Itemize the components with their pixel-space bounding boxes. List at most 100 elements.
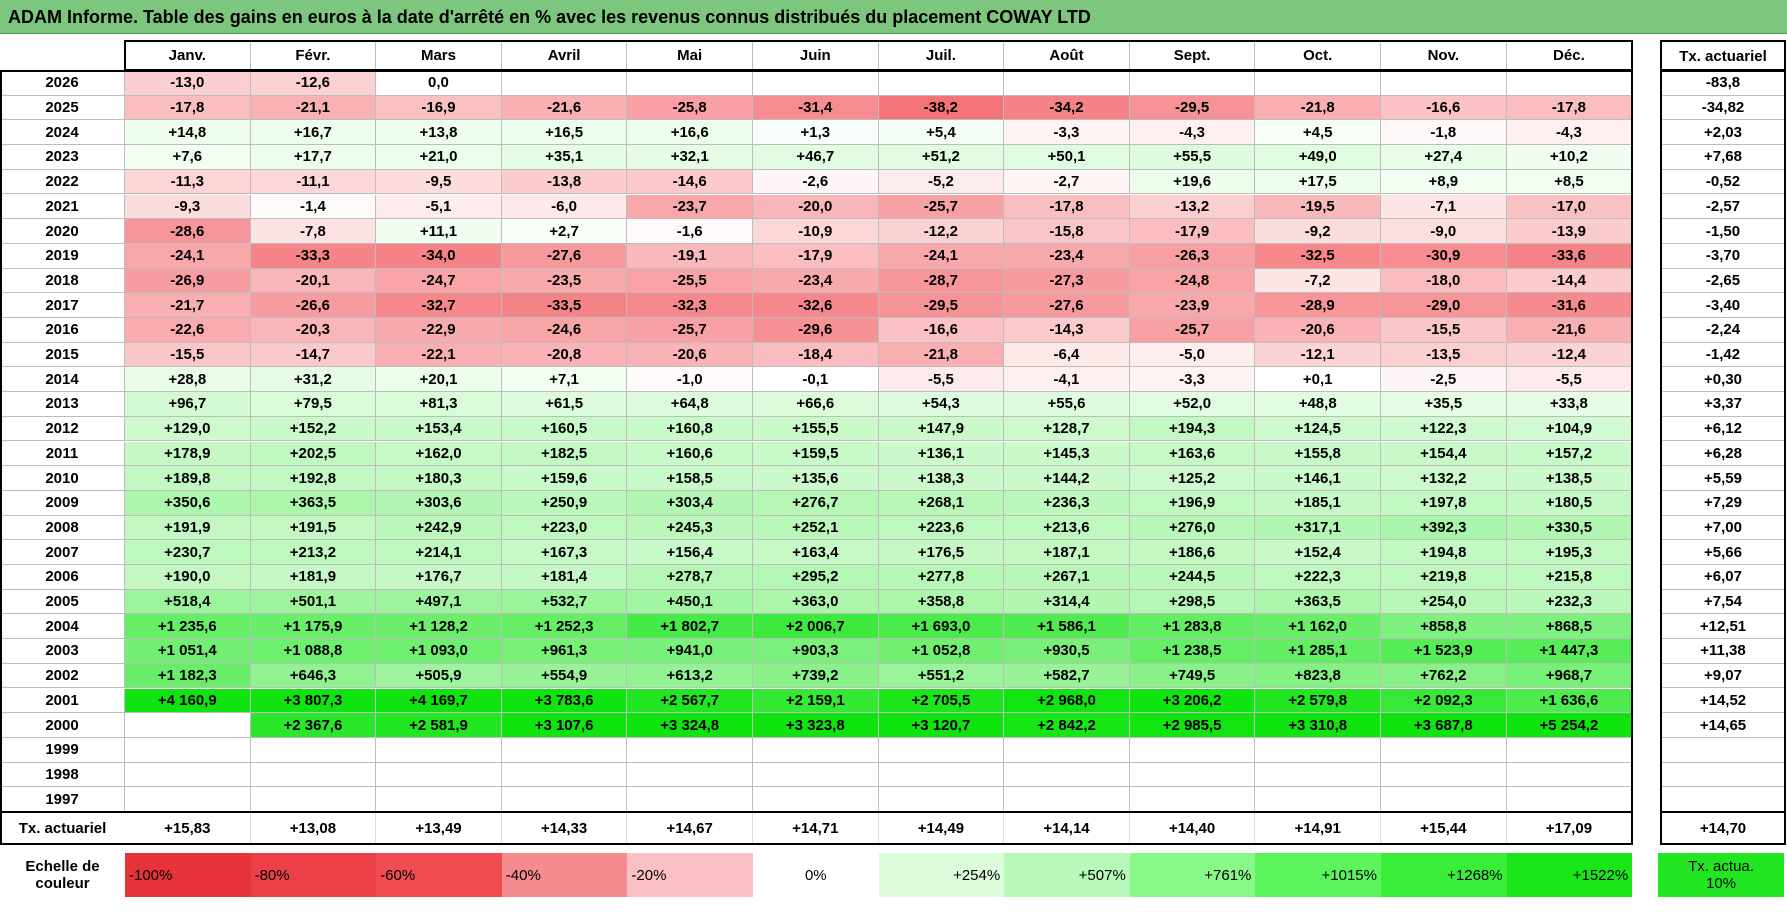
total-cell: -1,42 bbox=[1662, 343, 1784, 368]
cell: -5,5 bbox=[878, 367, 1005, 393]
cell: +219,8 bbox=[1381, 565, 1507, 590]
cell: -29,0 bbox=[1381, 293, 1507, 318]
cell: -4,3 bbox=[1506, 120, 1633, 146]
cell: +2 567,7 bbox=[627, 688, 753, 714]
cell: +132,2 bbox=[1381, 466, 1507, 491]
cell: +941,0 bbox=[627, 639, 753, 664]
cell bbox=[1381, 762, 1507, 788]
cell: -18,0 bbox=[1381, 268, 1507, 294]
cell: +31,2 bbox=[250, 367, 377, 393]
cell bbox=[753, 737, 879, 763]
footer-cell: +14,40 bbox=[1130, 812, 1256, 844]
cell: -33,5 bbox=[501, 293, 628, 318]
cell: -9,0 bbox=[1381, 219, 1507, 244]
cell: +55,5 bbox=[1129, 145, 1256, 170]
cell: -24,1 bbox=[125, 243, 251, 269]
cell: +298,5 bbox=[1129, 589, 1256, 615]
cell: +195,3 bbox=[1506, 540, 1633, 565]
cell: -16,9 bbox=[376, 95, 502, 121]
legend-step: -100% bbox=[125, 853, 251, 897]
cell: -27,3 bbox=[1004, 268, 1130, 294]
cell: +182,5 bbox=[501, 441, 628, 467]
cell: +189,8 bbox=[125, 466, 251, 491]
row-year: 2014 bbox=[0, 367, 125, 393]
cell: -26,3 bbox=[1129, 243, 1256, 269]
cell: +10,2 bbox=[1506, 145, 1633, 170]
cell: -7,2 bbox=[1255, 268, 1381, 294]
total-cell: +5,59 bbox=[1662, 466, 1784, 491]
legend-step: +254% bbox=[878, 853, 1005, 897]
cell: -9,2 bbox=[1255, 219, 1381, 244]
cell: +7,1 bbox=[501, 367, 628, 393]
cell: -9,3 bbox=[125, 194, 251, 220]
cell: -5,2 bbox=[878, 169, 1005, 195]
legend-step: +507% bbox=[1004, 853, 1130, 897]
cell: +317,1 bbox=[1255, 515, 1381, 541]
cell: -16,6 bbox=[1381, 95, 1507, 121]
cell bbox=[1004, 737, 1130, 763]
cell: +3 324,8 bbox=[627, 713, 753, 738]
cell bbox=[1129, 71, 1256, 96]
cell: -17,8 bbox=[1004, 194, 1130, 220]
cell: -26,6 bbox=[250, 293, 377, 318]
cell: +2 006,7 bbox=[753, 614, 879, 640]
cell bbox=[878, 762, 1005, 788]
cell: +163,6 bbox=[1129, 441, 1256, 467]
cell: +3 206,2 bbox=[1129, 688, 1256, 714]
cell: -18,4 bbox=[753, 342, 879, 368]
cell: +236,3 bbox=[1004, 490, 1130, 516]
cell: +739,2 bbox=[753, 663, 879, 689]
cell: +125,2 bbox=[1129, 466, 1256, 491]
cell: +160,5 bbox=[501, 416, 628, 442]
cell: -17,8 bbox=[1506, 95, 1633, 121]
cell: -15,5 bbox=[125, 342, 251, 368]
cell: -20,0 bbox=[753, 194, 879, 220]
cell bbox=[376, 737, 502, 763]
total-cell: +3,37 bbox=[1662, 392, 1784, 417]
cell: +215,8 bbox=[1506, 565, 1633, 590]
cell: +363,0 bbox=[753, 589, 879, 615]
cell: +2 985,5 bbox=[1129, 713, 1256, 738]
cell: -23,4 bbox=[753, 268, 879, 294]
cell: +13,8 bbox=[376, 120, 502, 146]
cell: +823,8 bbox=[1255, 663, 1381, 689]
cell: +250,9 bbox=[501, 490, 628, 516]
cell: +152,4 bbox=[1255, 540, 1381, 565]
cell: +3 807,3 bbox=[250, 688, 377, 714]
cell: -24,7 bbox=[376, 268, 502, 294]
cell: +267,1 bbox=[1004, 565, 1130, 590]
cell: +156,4 bbox=[627, 540, 753, 565]
cell: -13,8 bbox=[501, 169, 628, 195]
cell: +392,3 bbox=[1381, 515, 1507, 541]
cell: -22,1 bbox=[376, 342, 502, 368]
total-cell: -34,82 bbox=[1662, 96, 1784, 121]
cell: +79,5 bbox=[250, 392, 377, 417]
cell: +8,5 bbox=[1506, 169, 1633, 195]
cell: +278,7 bbox=[627, 565, 753, 590]
row-year: 2017 bbox=[0, 293, 125, 318]
cell: -26,9 bbox=[125, 268, 251, 294]
cell: +3 107,6 bbox=[501, 713, 628, 738]
row-year: 2022 bbox=[0, 169, 125, 195]
cell bbox=[1255, 737, 1381, 763]
footer-cell: +14,91 bbox=[1255, 812, 1381, 844]
cell bbox=[1506, 71, 1633, 96]
column-header: Tx. actuariel bbox=[1679, 47, 1767, 65]
cell: -13,9 bbox=[1506, 219, 1633, 244]
cell: +155,8 bbox=[1255, 441, 1381, 467]
cell: -2,7 bbox=[1004, 169, 1130, 195]
cell: +128,7 bbox=[1004, 416, 1130, 442]
footer-label: Tx. actuariel bbox=[18, 819, 107, 837]
cell: -3,3 bbox=[1129, 367, 1256, 393]
cell: -14,6 bbox=[627, 169, 753, 195]
cell: -13,5 bbox=[1381, 342, 1507, 368]
cell: +138,5 bbox=[1506, 466, 1633, 491]
cell: +16,7 bbox=[250, 120, 377, 146]
cell: +2 092,3 bbox=[1381, 688, 1507, 714]
cell bbox=[878, 787, 1005, 812]
total-cell: -2,24 bbox=[1662, 318, 1784, 343]
cell bbox=[878, 737, 1005, 763]
cell: +1 051,4 bbox=[125, 639, 251, 664]
cell: -24,6 bbox=[501, 318, 628, 343]
row-year: 2001 bbox=[0, 688, 125, 714]
